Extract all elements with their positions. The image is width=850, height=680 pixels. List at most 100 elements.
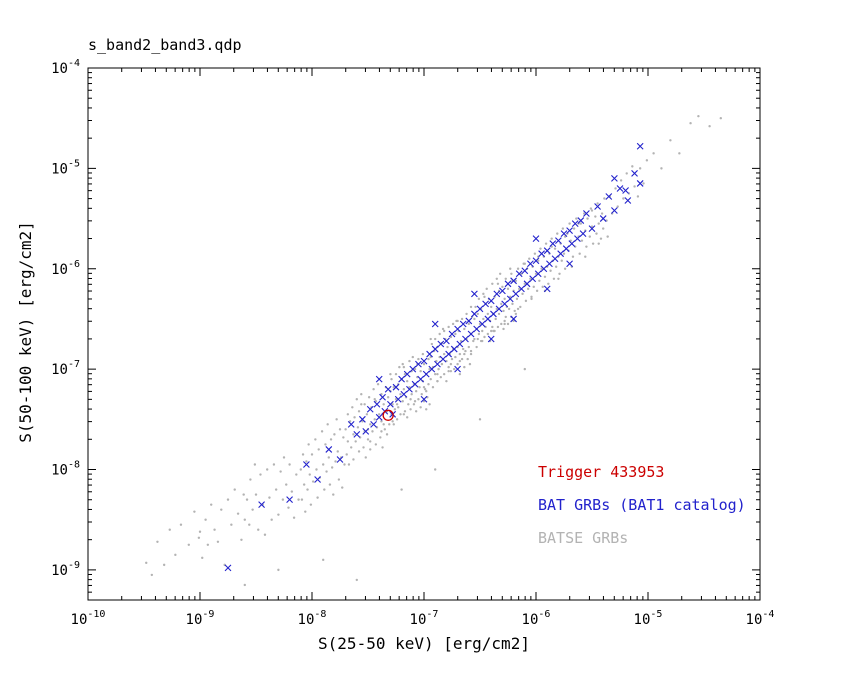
batse-point — [290, 490, 294, 493]
batse-point — [419, 406, 422, 409]
batse-point — [463, 352, 466, 356]
batse-point — [420, 393, 423, 396]
batse-point — [226, 498, 230, 501]
batse-point — [506, 322, 510, 326]
batse-point — [530, 295, 533, 299]
batse-point — [496, 325, 500, 329]
batse-point — [402, 413, 406, 416]
batse-point — [236, 512, 240, 515]
batse-point — [341, 486, 344, 489]
batse-point — [516, 307, 520, 311]
batse-point — [572, 227, 576, 230]
bat-grb-marker — [417, 375, 425, 383]
batse-point — [476, 312, 479, 316]
batse-point — [622, 197, 625, 200]
batse-point — [538, 279, 541, 282]
batse-point — [708, 125, 711, 128]
batse-point — [469, 352, 473, 356]
batse-point — [636, 195, 640, 198]
batse-point — [345, 453, 348, 456]
x-tick-label: 10-10 — [71, 609, 106, 628]
bat-grb-marker — [258, 501, 265, 509]
y-tick-label: 10-5 — [51, 158, 80, 177]
batse-point — [486, 332, 490, 336]
batse-point — [503, 319, 506, 323]
batse-point — [523, 367, 526, 371]
batse-point — [268, 496, 271, 499]
batse-point — [201, 556, 204, 560]
bat-grb-marker — [375, 375, 383, 383]
batse-point — [434, 372, 437, 376]
batse-point — [478, 418, 482, 421]
batse-point — [406, 416, 409, 419]
bat-grb-marker — [431, 345, 439, 353]
legend-item-batse-grbs: BATSE GRBs — [538, 529, 629, 547]
y-tick-label: 10-7 — [51, 359, 80, 378]
bat-grb-marker — [543, 285, 551, 293]
batse-point — [317, 448, 320, 451]
batse-point — [242, 493, 245, 496]
batse-point — [504, 277, 507, 280]
bat-grb-marker — [420, 357, 428, 365]
bat-grb-marker — [560, 230, 568, 238]
batse-point — [315, 468, 318, 471]
batse-point — [491, 325, 494, 329]
batse-point — [361, 420, 364, 423]
batse-point — [372, 388, 375, 391]
bat-grb-marker — [510, 315, 517, 323]
bat-grb-marker — [579, 230, 587, 238]
batse-point — [249, 478, 252, 481]
batse-point — [360, 403, 363, 406]
y-tick-label: 10-4 — [51, 58, 80, 77]
bat-grb-marker — [362, 427, 370, 435]
batse-point — [541, 285, 544, 289]
batse-point — [496, 282, 500, 286]
batse-point — [486, 312, 490, 316]
batse-point — [689, 122, 692, 125]
batse-point — [422, 400, 426, 403]
batse-point — [512, 319, 515, 323]
batse-point — [382, 423, 385, 426]
series-trigger-433953 — [382, 409, 394, 421]
batse-point — [295, 473, 298, 476]
batse-point — [450, 357, 454, 361]
bat-grb-marker — [540, 265, 548, 273]
batse-point — [462, 347, 465, 351]
batse-point — [532, 285, 535, 289]
bat-grb-marker — [471, 290, 478, 298]
batse-point — [391, 420, 394, 423]
batse-point — [594, 215, 597, 218]
batse-point — [277, 513, 280, 516]
batse-point — [401, 400, 404, 403]
batse-point — [603, 197, 606, 200]
batse-point — [302, 483, 306, 486]
bat-grb-marker — [347, 420, 355, 428]
batse-point — [311, 480, 315, 483]
batse-point — [460, 317, 464, 321]
batse-point — [418, 386, 421, 389]
x-tick-label: 10-5 — [634, 609, 663, 628]
batse-point — [436, 379, 439, 383]
batse-point — [616, 205, 619, 208]
batse-point — [309, 503, 313, 506]
batse-point — [631, 165, 634, 168]
bat-grb-marker — [551, 255, 559, 263]
bat-grb-marker — [555, 237, 562, 245]
batse-point — [557, 277, 560, 280]
batse-point — [584, 255, 587, 258]
batse-point — [568, 222, 571, 225]
batse-point — [633, 185, 636, 188]
bat-grb-marker — [439, 355, 447, 363]
batse-point — [350, 446, 353, 449]
batse-point — [585, 245, 588, 248]
batse-point — [447, 369, 450, 373]
batse-point — [292, 516, 296, 519]
bat-grb-marker — [599, 215, 607, 222]
batse-point — [363, 403, 366, 406]
batse-point — [308, 473, 311, 476]
batse-point — [447, 365, 450, 369]
bat-grb-marker — [478, 320, 486, 328]
batse-point — [483, 295, 486, 299]
batse-point — [502, 327, 505, 331]
batse-point — [392, 386, 395, 389]
